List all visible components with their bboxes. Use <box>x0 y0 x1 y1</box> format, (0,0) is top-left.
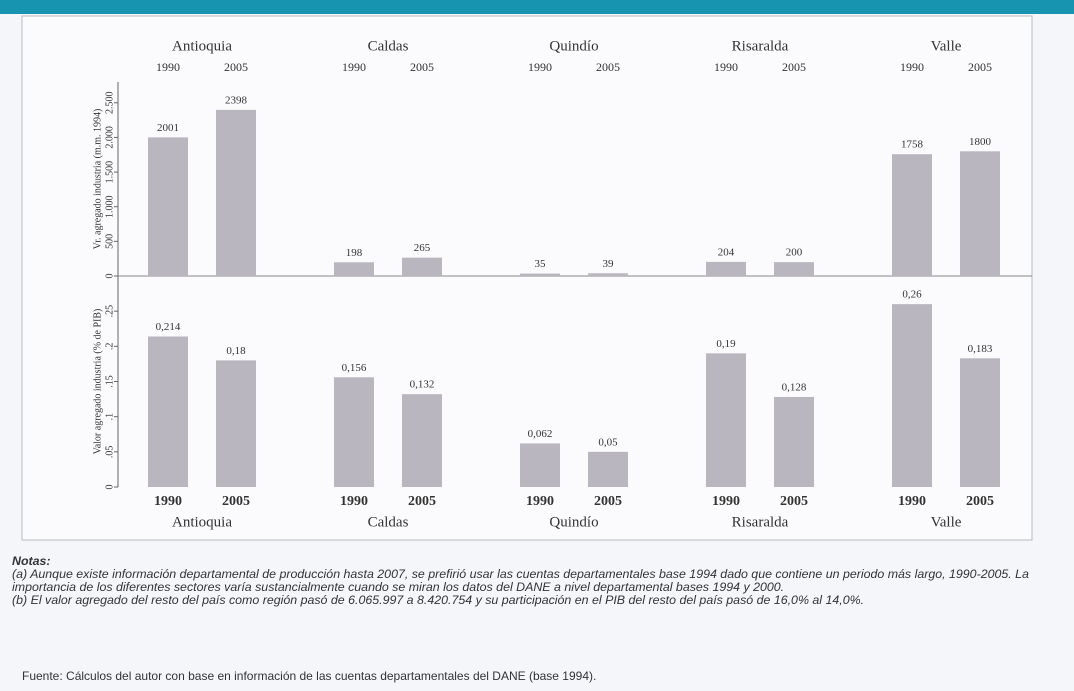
data-label: 39 <box>603 258 615 270</box>
category-label: Valle <box>931 514 962 530</box>
y-tick-label: .15 <box>104 375 115 388</box>
series-label: 2005 <box>968 60 992 74</box>
series-label: 1990 <box>528 60 552 74</box>
data-label: 204 <box>718 246 735 258</box>
bar <box>334 377 374 487</box>
notes-title: Notas: <box>12 554 51 568</box>
banner <box>0 0 1074 14</box>
y-tick-label: 1.500 <box>104 161 115 184</box>
bar <box>892 304 932 487</box>
category-label: Quindío <box>549 38 598 54</box>
bar <box>588 273 628 276</box>
series-label: 2005 <box>222 494 250 509</box>
series-label: 1990 <box>714 60 738 74</box>
y-tick-label: 2.000 <box>104 126 115 149</box>
series-label: 2005 <box>408 494 436 509</box>
bar <box>706 261 746 276</box>
series-label: 2005 <box>410 60 434 74</box>
y-tick-label: .1 <box>104 413 115 421</box>
series-label: 1990 <box>154 494 182 509</box>
bar <box>774 262 814 276</box>
bar <box>216 360 256 487</box>
data-label: 0,062 <box>528 428 553 440</box>
notes: Notas: (a) Aunque existe información dep… <box>12 555 1068 607</box>
y-tick-label: 500 <box>104 234 115 249</box>
series-label: 2005 <box>966 494 994 509</box>
data-label: 265 <box>414 242 431 254</box>
bar <box>148 336 188 487</box>
category-label: Quindío <box>549 514 598 530</box>
data-label: 0,19 <box>716 338 736 350</box>
bar <box>520 443 560 487</box>
y-tick-label: .2 <box>104 343 115 351</box>
note: (a) Aunque existe información departamen… <box>12 567 1029 594</box>
y-tick-label: .25 <box>104 305 115 318</box>
bar <box>892 154 932 276</box>
series-label: 2005 <box>594 494 622 509</box>
bar <box>402 394 442 487</box>
y-tick-label: 2.500 <box>104 92 115 115</box>
data-label: 0,18 <box>226 345 246 357</box>
data-label: 2001 <box>157 122 179 134</box>
bar <box>706 353 746 487</box>
data-label: 200 <box>786 247 803 259</box>
category-label: Risaralda <box>732 38 789 54</box>
series-label: 2005 <box>782 60 806 74</box>
series-label: 1990 <box>342 60 366 74</box>
y-tick-label: .05 <box>104 446 115 459</box>
bar <box>960 151 1000 276</box>
data-label: 0,26 <box>902 289 922 301</box>
y-tick-label: 0 <box>104 274 115 279</box>
data-label: 0,156 <box>342 362 367 374</box>
category-label: Antioquia <box>172 38 232 54</box>
series-label: 1990 <box>712 494 740 509</box>
data-label: 1758 <box>901 139 924 151</box>
y-tick-label: 1.000 <box>104 195 115 218</box>
series-label: 1990 <box>898 494 926 509</box>
y-tick-label: 0 <box>104 485 115 490</box>
series-label: 2005 <box>224 60 248 74</box>
data-label: 0,05 <box>598 436 618 448</box>
data-label: 2398 <box>225 94 248 106</box>
data-label: 0,183 <box>968 343 993 355</box>
series-label: 1990 <box>156 60 180 74</box>
bar <box>402 257 442 276</box>
category-label: Valle <box>931 38 962 54</box>
data-label: 35 <box>535 258 547 270</box>
category-label: Caldas <box>368 38 409 54</box>
bar <box>774 396 814 487</box>
source: Fuente: Cálculos del autor con base en i… <box>22 669 597 683</box>
series-label: 2005 <box>596 60 620 74</box>
series-label: 1990 <box>340 494 368 509</box>
y-axis-label: Vr. agregado industria (m.m. 1994) <box>92 109 103 250</box>
data-label: 0,128 <box>782 382 807 394</box>
category-label: Antioquia <box>172 514 232 530</box>
y-axis-label: Valor agregado industria (% de PIB) <box>92 309 103 455</box>
bar <box>588 451 628 487</box>
series-label: 1990 <box>900 60 924 74</box>
chart: Vr. agregado industria (m.m. 1994) 0 500 1.… <box>21 15 1033 541</box>
data-label: 0,132 <box>410 379 435 391</box>
bar <box>960 358 1000 487</box>
data-label: 198 <box>346 247 363 259</box>
bar <box>148 137 188 276</box>
series-label: 2005 <box>780 494 808 509</box>
note: (b) El valor agregado del resto del país… <box>12 593 865 607</box>
series-label: 1990 <box>526 494 554 509</box>
bar <box>334 262 374 276</box>
category-label: Caldas <box>368 514 409 530</box>
category-label: Risaralda <box>732 514 789 530</box>
bar <box>520 273 560 276</box>
data-label: 1800 <box>969 136 992 148</box>
data-label: 0,214 <box>156 321 181 333</box>
bar <box>216 109 256 276</box>
